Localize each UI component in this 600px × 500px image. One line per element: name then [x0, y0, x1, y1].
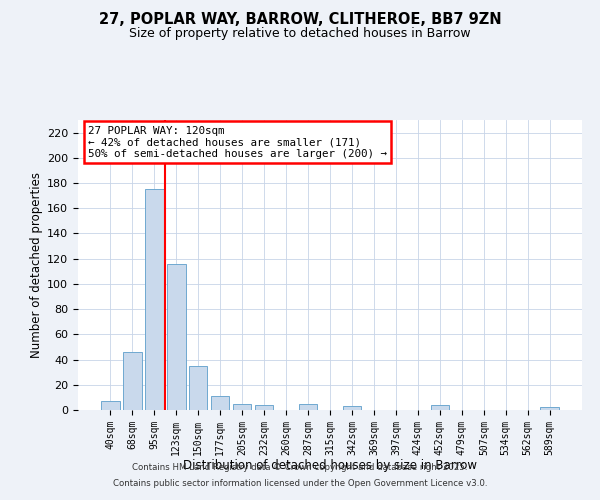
Text: 27, POPLAR WAY, BARROW, CLITHEROE, BB7 9ZN: 27, POPLAR WAY, BARROW, CLITHEROE, BB7 9…: [98, 12, 502, 28]
Bar: [189, 366, 208, 410]
Bar: [299, 404, 317, 410]
Bar: [541, 408, 559, 410]
Text: Size of property relative to detached houses in Barrow: Size of property relative to detached ho…: [129, 28, 471, 40]
Bar: [343, 406, 361, 410]
Text: 27 POPLAR WAY: 120sqm
← 42% of detached houses are smaller (171)
50% of semi-det: 27 POPLAR WAY: 120sqm ← 42% of detached …: [88, 126, 387, 159]
Bar: [101, 401, 119, 410]
Bar: [255, 405, 274, 410]
Bar: [123, 352, 142, 410]
Bar: [211, 396, 229, 410]
Text: Contains HM Land Registry data © Crown copyright and database right 2025.: Contains HM Land Registry data © Crown c…: [132, 464, 468, 472]
X-axis label: Distribution of detached houses by size in Barrow: Distribution of detached houses by size …: [183, 459, 477, 472]
Bar: [431, 405, 449, 410]
Bar: [145, 190, 164, 410]
Y-axis label: Number of detached properties: Number of detached properties: [30, 172, 43, 358]
Bar: [233, 404, 251, 410]
Text: Contains public sector information licensed under the Open Government Licence v3: Contains public sector information licen…: [113, 478, 487, 488]
Bar: [167, 264, 185, 410]
